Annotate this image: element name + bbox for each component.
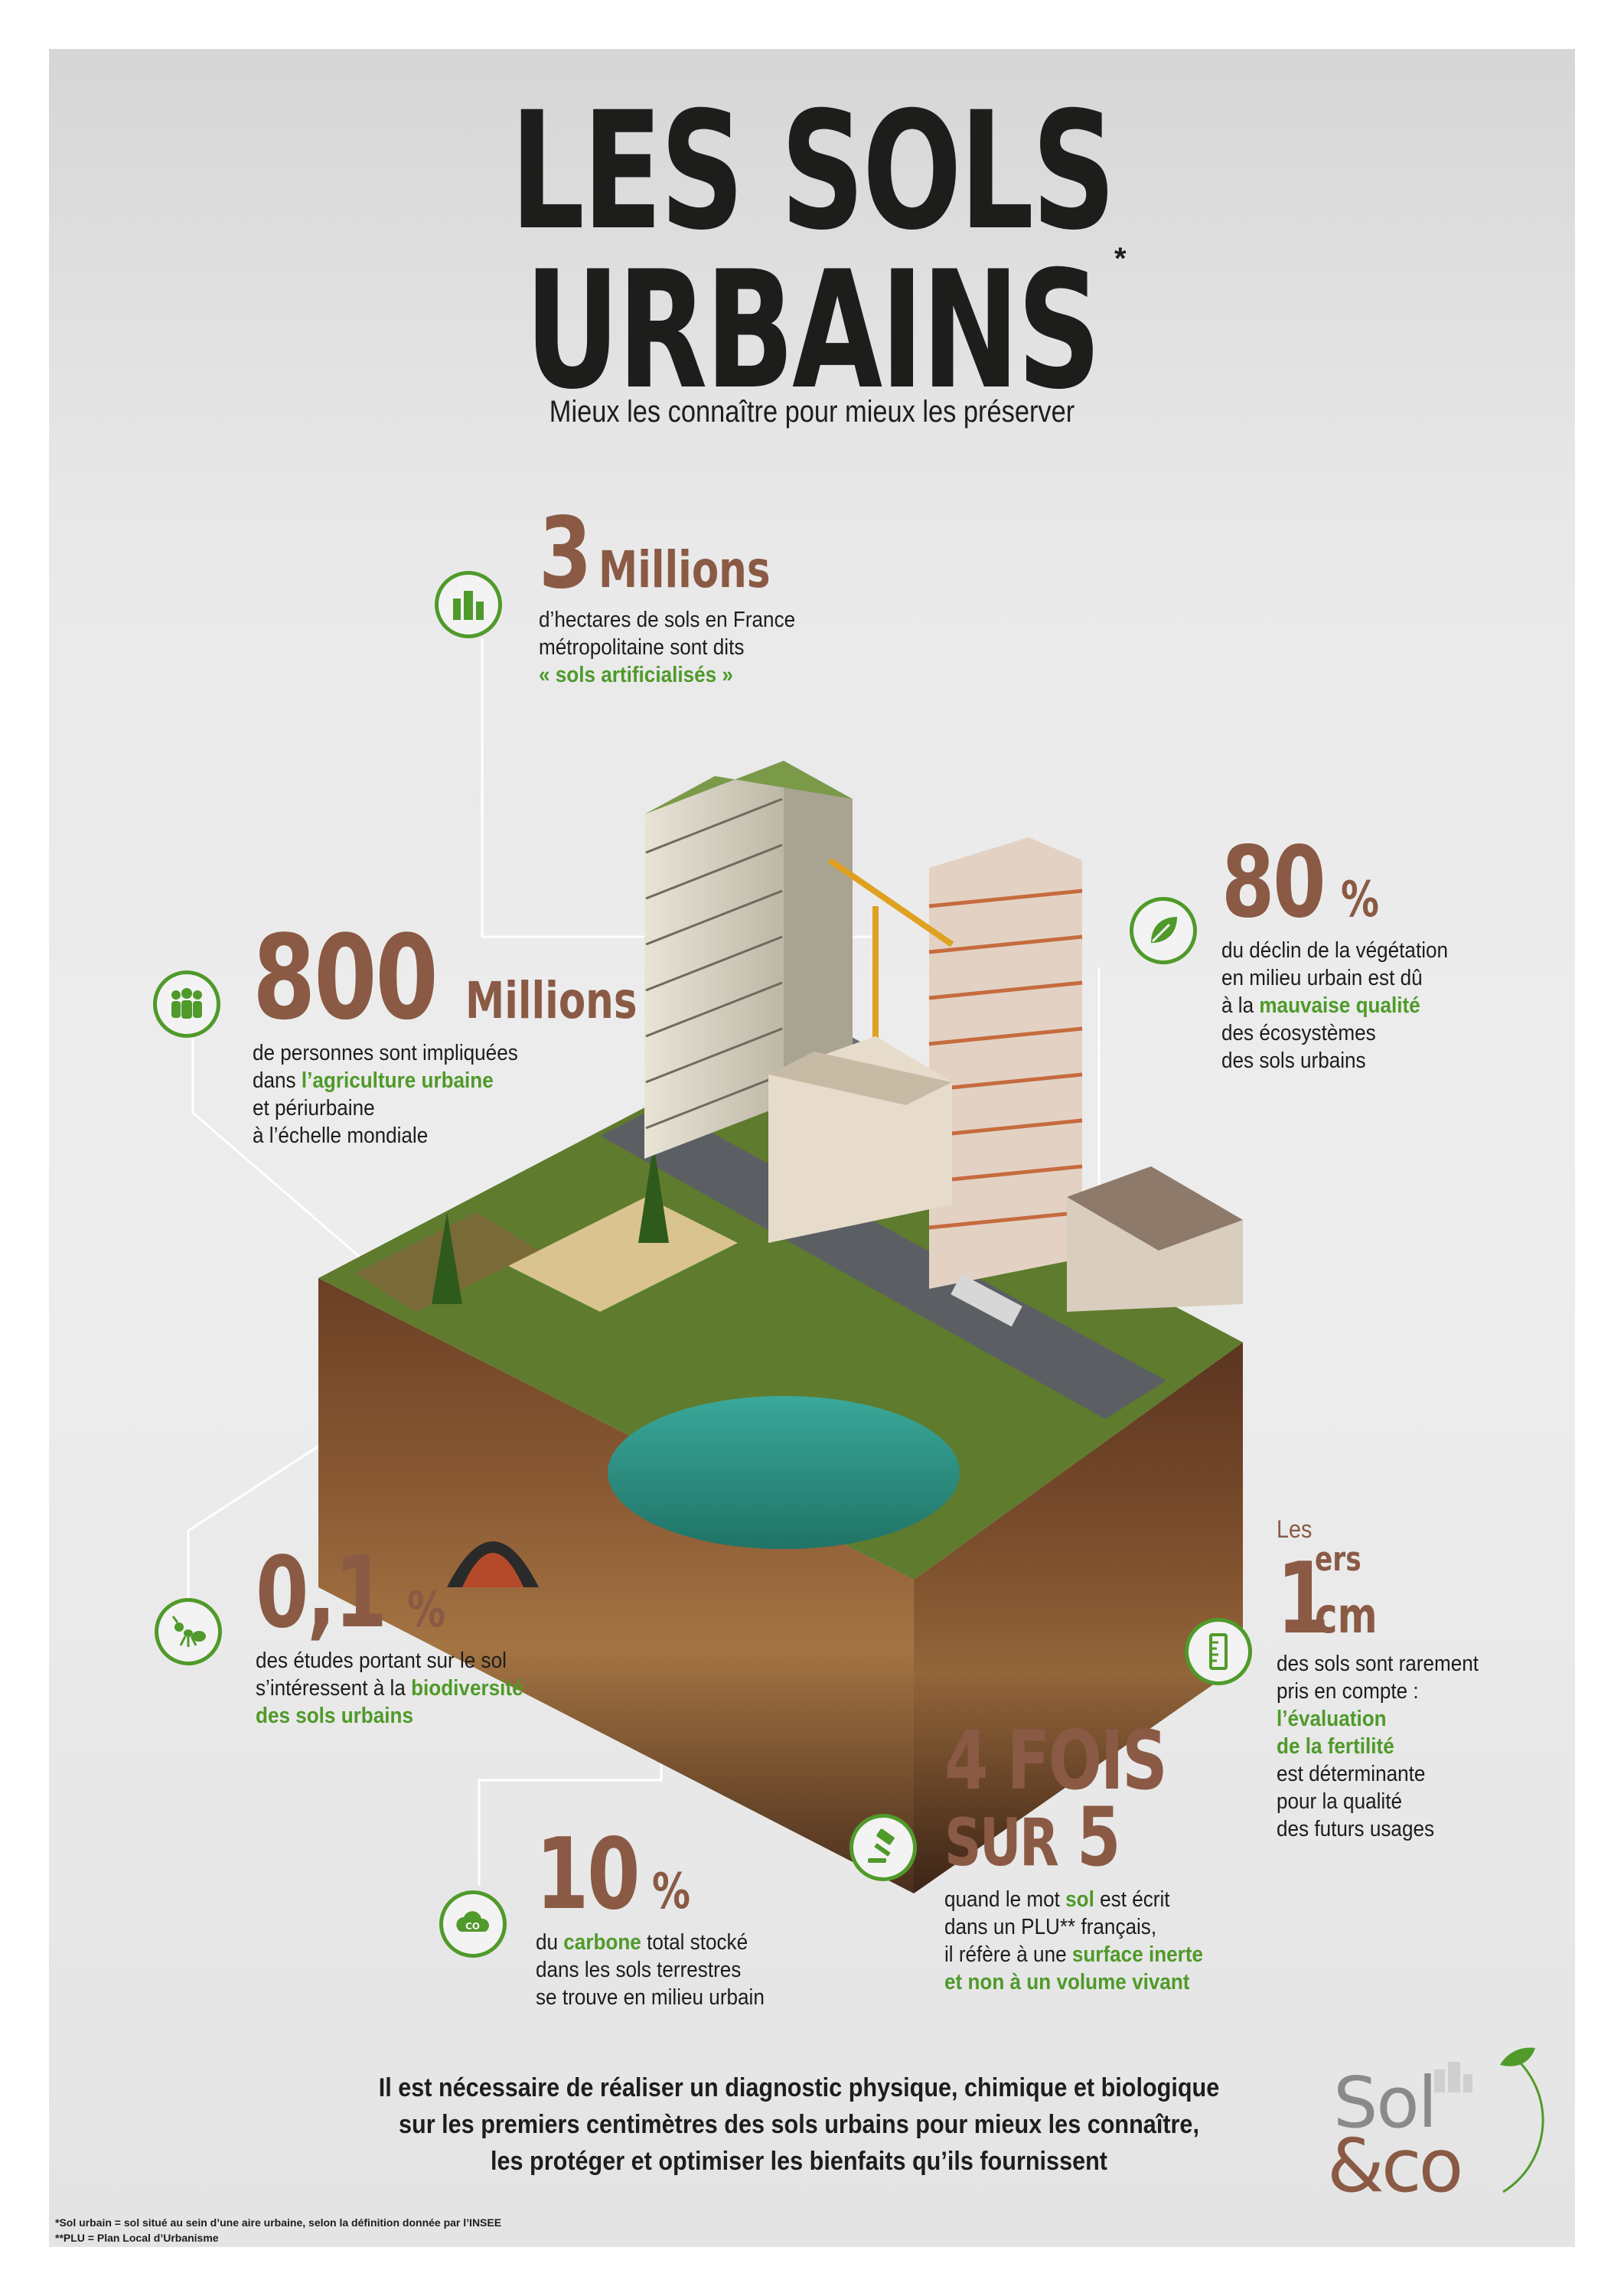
stat-biodiversity-line2-pre: s’intéressent à la — [256, 1676, 412, 1701]
stat-plu: 4 FOIS SUR 5 quand le mot sol est écrit … — [944, 1720, 1232, 1996]
stat-plu-line2: dans un PLU** français, — [944, 1915, 1157, 1939]
stat-centimeter-value: 1 — [1277, 1542, 1329, 1656]
stat-agriculture-line3: et périurbaine — [253, 1096, 375, 1120]
stat-agriculture-line1: de personnes sont impliquées — [253, 1041, 518, 1065]
stat-hectares: 3 Millions d’hectares de sols en France m… — [539, 505, 823, 689]
title-asterisk: * — [1114, 242, 1127, 276]
stat-plu-highlight3: et non à un volume vivant — [944, 1970, 1190, 1994]
stat-vegetation: 80% du déclin de la végétation en milieu… — [1221, 834, 1473, 1075]
people-icon — [153, 970, 220, 1038]
stat-carbon-line2: dans les sols terrestres — [536, 1958, 742, 1982]
logo-arc-icon — [1434, 2047, 1544, 2193]
stat-carbon-line1-pre: du — [536, 1930, 564, 1955]
stat-carbon: 10% du carbone total stocké dans les sol… — [536, 1826, 790, 2011]
stat-carbon-line3: se trouve en milieu urbain — [536, 1985, 765, 2010]
stat-centimeter: Les 1 ers cm des sols sont rarement pris… — [1277, 1515, 1501, 1843]
stat-vegetation-line1: du déclin de la végétation — [1221, 938, 1449, 963]
stat-agriculture-line2-pre: dans — [253, 1068, 302, 1093]
stat-hectares-highlight: « sols artificialisés » — [539, 663, 733, 687]
stat-vegetation-unit: % — [1341, 872, 1380, 928]
stat-plu-line1: quand le mot sol est écrit — [944, 1886, 1203, 1913]
stat-centimeter-highlight1: l’évaluation — [1277, 1707, 1387, 1731]
stat-vegetation-line4: des écosystèmes — [1221, 1021, 1376, 1045]
stat-agriculture-line4: à l’échelle mondiale — [253, 1124, 429, 1148]
title-line-2: URBAINS — [524, 236, 1101, 425]
conclusion-line2: sur les premiers centimètres des sols ur… — [399, 2110, 1199, 2139]
stat-hectares-unit: Millions — [598, 540, 771, 599]
conclusion: Il est nécessaire de réaliser un diagnos… — [372, 2069, 1226, 2180]
conclusion-line1: Il est nécessaire de réaliser un diagnos… — [378, 2073, 1220, 2102]
urban-soil-illustration — [187, 638, 1243, 1893]
stat-vegetation-line3: à la mauvaise qualité — [1221, 992, 1448, 1019]
ant-icon — [155, 1598, 222, 1665]
stat-agriculture-highlight: l’agriculture urbaine — [301, 1068, 494, 1093]
footnote-1: *Sol urbain = sol situé au sein d’une ai… — [55, 2216, 502, 2229]
stat-agriculture-unit: Millions — [465, 971, 638, 1030]
stat-hectares-line2: métropolitaine sont dits — [539, 635, 745, 660]
stat-biodiversity: 0,1% des études portant sur le sol s’int… — [256, 1544, 553, 1730]
logo-part1: Sol — [1333, 2062, 1437, 2144]
stat-centimeter-line1: des sols sont rarement — [1277, 1652, 1479, 1676]
stat-plu-line3-pre: il réfère à une — [944, 1942, 1072, 1967]
stat-carbon-line1: du carbone total stocké — [536, 1929, 765, 1956]
conclusion-line3: les protéger et optimiser les bienfaits … — [490, 2147, 1107, 2176]
footnote-2: **PLU = Plan Local d’Urbanisme — [55, 2232, 219, 2244]
title-line-1: LES SOLS — [510, 77, 1116, 266]
stat-hectares-line1: d’hectares de sols en France — [539, 608, 796, 632]
stat-biodiversity-highlight1: biodiversité — [411, 1676, 523, 1701]
stat-plu-highlight2: surface inerte — [1071, 1942, 1204, 1967]
stat-centimeter-prefix: Les — [1277, 1515, 1313, 1543]
stat-vegetation-line2: en milieu urbain est dû — [1221, 966, 1423, 990]
stat-centimeter-line4: pour la qualité — [1277, 1789, 1402, 1814]
city-icon — [435, 571, 502, 638]
stat-biodiversity-line1: des études portant sur le sol — [256, 1649, 507, 1673]
stat-plu-line-b-text: SUR — [944, 1805, 1059, 1881]
stat-plu-line3: il réfère à une surface inerte — [944, 1941, 1203, 1968]
subtitle: Mieux les connaître pour mieux les prése… — [549, 395, 1075, 429]
stat-centimeter-unit: cm — [1315, 1588, 1378, 1645]
ruler-icon — [1185, 1618, 1252, 1685]
stat-centimeter-line5: des futurs usages — [1277, 1817, 1435, 1841]
stat-vegetation-highlight: mauvaise qualité — [1259, 993, 1420, 1018]
stat-biodiversity-value: 0,1 — [256, 1536, 387, 1650]
stat-vegetation-line5: des sols urbains — [1221, 1049, 1366, 1073]
stat-biodiversity-unit: % — [406, 1582, 445, 1639]
stat-biodiversity-line2: s’intéressent à la biodiversité — [256, 1675, 523, 1702]
stat-vegetation-value: 80 — [1221, 826, 1326, 940]
stat-plu-line1-pre: quand le mot — [944, 1887, 1066, 1912]
gavel-icon — [850, 1814, 917, 1881]
stat-plu-line-a: 4 FOIS — [944, 1714, 1168, 1808]
leaf-icon — [1130, 897, 1197, 964]
stat-centimeter-line2: pris en compte : — [1277, 1679, 1419, 1704]
stat-carbon-unit: % — [652, 1864, 691, 1920]
stat-carbon-line1-post: total stocké — [641, 1930, 748, 1955]
stat-plu-line1-post: est écrit — [1094, 1887, 1170, 1912]
stat-centimeter-line3: est déterminante — [1277, 1762, 1426, 1786]
solco-logo: Sol &co — [1319, 2039, 1549, 2209]
stat-hectares-value: 3 — [539, 497, 592, 611]
logo-part2: &co — [1327, 2123, 1463, 2209]
svg-text:CO: CO — [465, 1921, 480, 1932]
stat-vegetation-line3-pre: à la — [1221, 993, 1260, 1018]
stat-plu-line-b-num: 5 — [1077, 1790, 1121, 1884]
stat-agriculture-value: 800 — [253, 910, 439, 1045]
poster: LES SOLS URBAINS * Mieux les connaître p… — [49, 49, 1575, 2247]
co2-icon: CO — [439, 1890, 507, 1958]
stat-agriculture: 800 Millions de personnes sont impliquées… — [253, 920, 686, 1150]
stat-carbon-highlight: carbone — [563, 1930, 641, 1955]
stat-centimeter-highlight2: de la fertilité — [1277, 1734, 1394, 1759]
stat-plu-highlight1: sol — [1065, 1887, 1094, 1912]
stat-biodiversity-highlight2: des sols urbains — [256, 1704, 413, 1728]
stat-centimeter-sup: ers — [1315, 1540, 1361, 1579]
stat-carbon-value: 10 — [536, 1818, 641, 1932]
stat-agriculture-line2: dans l’agriculture urbaine — [253, 1067, 642, 1094]
